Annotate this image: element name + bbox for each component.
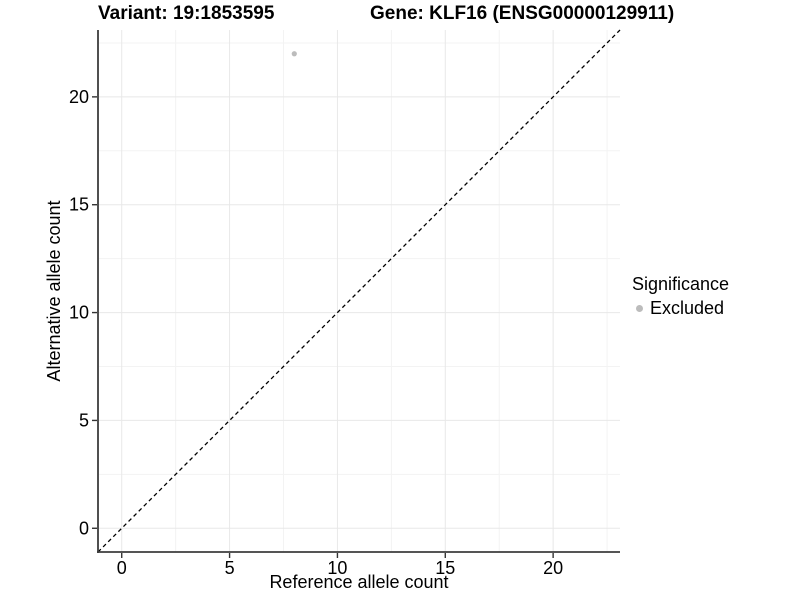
variant-title: Variant: 19:1853595 [98,3,275,24]
legend-item-label: Excluded [650,298,725,318]
x-tick-label: 10 [327,558,347,578]
x-tick-label: 5 [225,558,235,578]
x-tick-label: 15 [435,558,455,578]
legend-point-swatch [636,305,643,312]
x-axis-title: Reference allele count [269,572,449,592]
data-point [291,51,297,57]
x-tick-label: 0 [117,558,127,578]
y-tick-label: 5 [79,410,89,430]
legend-item-excluded: Excluded [632,298,729,319]
y-tick-label: 20 [69,87,89,107]
legend-title: Significance [632,274,730,294]
y-tick-label: 15 [69,195,89,215]
y-tick-label: 0 [79,518,89,538]
y-tick-label: 10 [69,303,89,323]
gene-title: Gene: KLF16 (ENSG00000129911) [370,3,675,24]
x-tick-label: 20 [543,558,563,578]
identity-line [97,29,621,553]
legend: Significance Excluded [632,274,729,319]
y-axis-title: Alternative allele count [44,200,64,382]
